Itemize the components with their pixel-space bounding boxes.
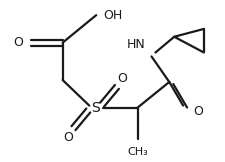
Text: S: S [91, 101, 100, 115]
Text: HN: HN [127, 38, 146, 51]
Text: O: O [117, 72, 127, 85]
Text: CH₃: CH₃ [127, 147, 148, 157]
Text: O: O [64, 131, 74, 144]
Text: OH: OH [103, 9, 122, 22]
Text: O: O [193, 105, 203, 118]
Text: O: O [13, 36, 23, 49]
